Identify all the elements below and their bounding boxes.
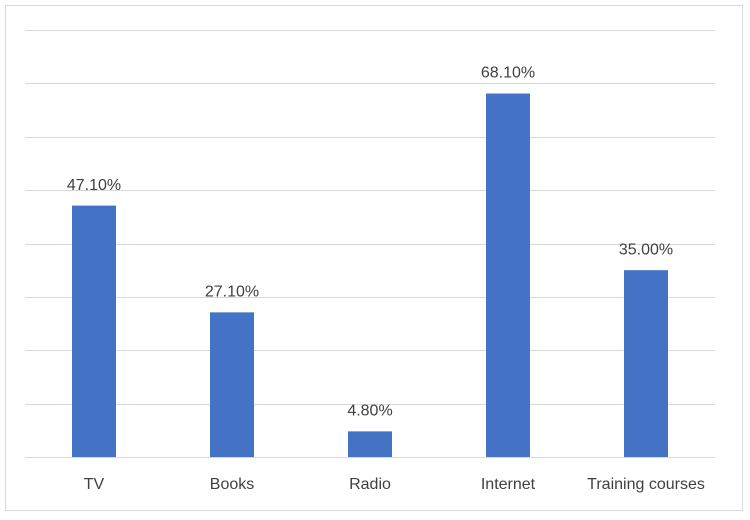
chart-border [5, 5, 743, 511]
bar [72, 205, 116, 457]
x-tick-label: Radio [349, 476, 391, 493]
x-tick-label: TV [84, 476, 105, 493]
x-tick-label: Internet [481, 476, 536, 493]
data-label: 27.10% [205, 284, 259, 301]
bar [624, 270, 668, 457]
data-label: 47.10% [67, 177, 121, 194]
data-label: 4.80% [347, 403, 392, 420]
x-tick-label: Books [210, 476, 254, 493]
bar [486, 93, 530, 458]
x-tick-label: Training courses [587, 476, 705, 493]
data-label: 68.10% [481, 65, 535, 82]
bar [210, 312, 254, 457]
bar [348, 431, 392, 457]
data-label: 35.00% [619, 241, 673, 258]
